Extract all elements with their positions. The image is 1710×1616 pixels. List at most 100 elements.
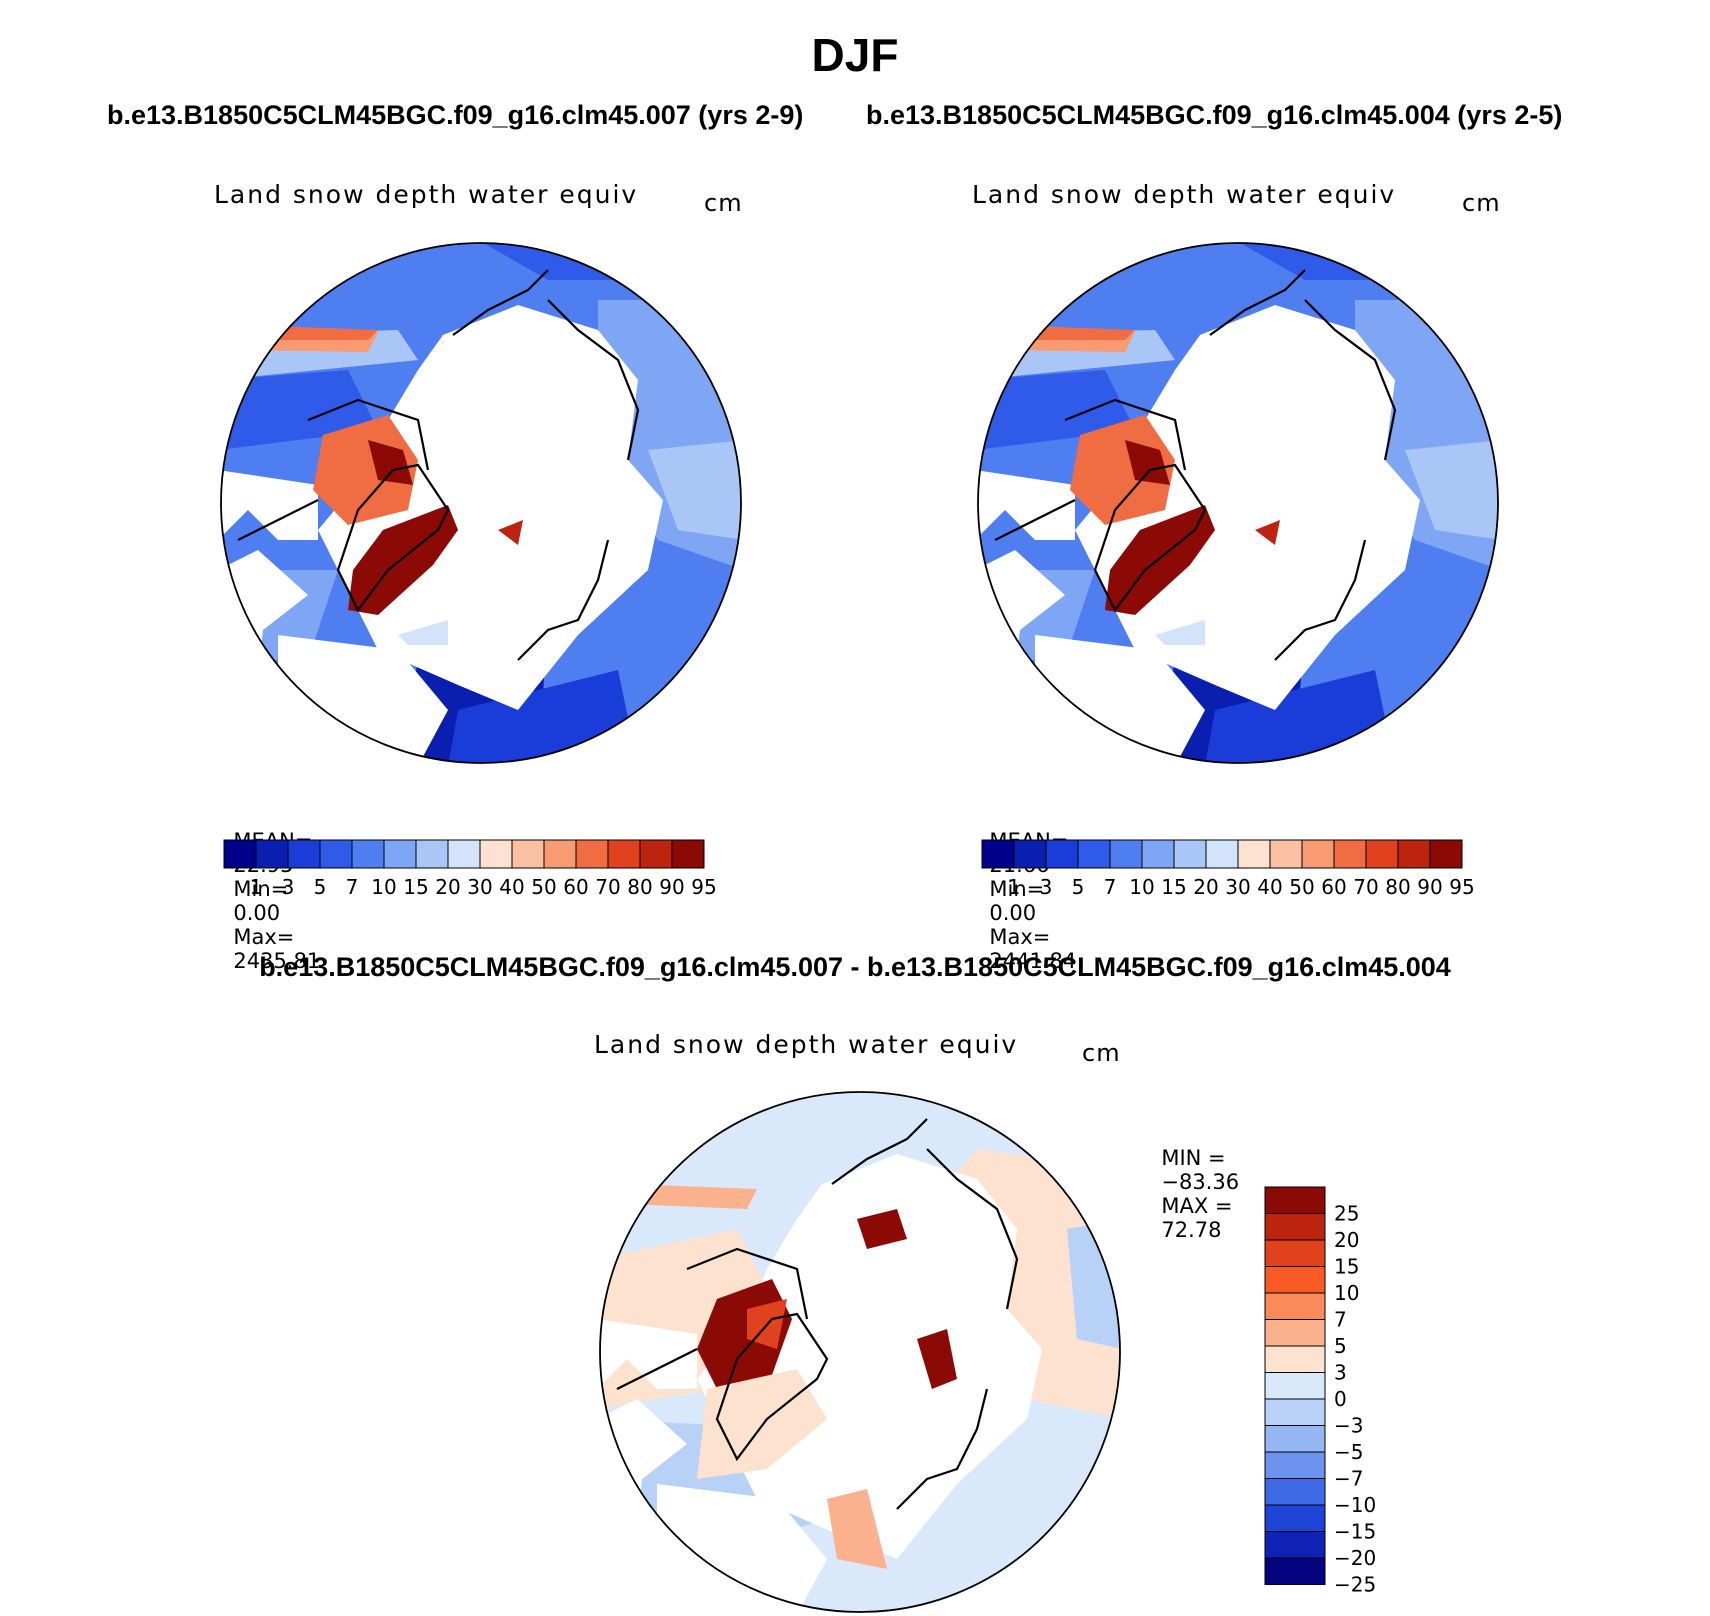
map1-coastline: [307, 398, 430, 471]
panel1-colorbar-box: [319, 839, 353, 869]
panel2-colorbar-label: 5: [1072, 875, 1085, 899]
panel1-colorbar-box: [255, 839, 289, 869]
map2-coastline: [994, 499, 1076, 541]
map1-ocean: [318, 305, 663, 710]
panel3-stats: MIN = −83.36 MAX = 72.78: [1148, 1122, 1246, 1242]
panel2-max-value: 2441.84: [989, 949, 1077, 973]
panel3-colorbar-label: 0: [1334, 1387, 1347, 1411]
panel3-colorbar-box: [1264, 1425, 1326, 1453]
panel1-colorbar-box: [447, 839, 481, 869]
panel1-colorbar-label: 40: [499, 875, 524, 899]
map3-hotspot: [857, 1209, 907, 1249]
panel1-colorbar-label: 70: [595, 875, 620, 899]
panel3-min-label: MIN =: [1161, 1146, 1226, 1170]
panel1-colorbar-box: [383, 839, 417, 869]
panel2-colorbar-label: 60: [1321, 875, 1346, 899]
map2-hotspot: [1125, 440, 1170, 485]
panel3-colorbar-box: [1264, 1478, 1326, 1506]
panel1-polar-map: [220, 242, 742, 764]
panel1-units: cm: [704, 189, 743, 217]
map1-coastline: [237, 499, 319, 541]
panel2-colorbar-label: 90: [1417, 875, 1442, 899]
panel2-colorbar-box: [1237, 839, 1271, 869]
panel2-polar-map: [977, 242, 1499, 764]
left-run-title: b.e13.B1850C5CLM45BGC.f09_g16.clm45.007 …: [107, 100, 804, 130]
panel3-colorbar-box: [1264, 1345, 1326, 1373]
panel1-colorbar: 1 3 5 7 10 15 20 30 40 50 60 70 80 90 95: [223, 839, 717, 899]
panel2-max-label: Max=: [989, 925, 1051, 949]
panel1-colorbar-label: 80: [627, 875, 652, 899]
panel1-colorbar-label: 15: [403, 875, 428, 899]
panel1-colorbar-label: 7: [346, 875, 359, 899]
map2-svalbard: [1255, 520, 1280, 545]
panel3-colorbar-box: [1264, 1213, 1326, 1241]
panel2-colorbar-box: [1109, 839, 1143, 869]
panel2-colorbar-label: 10: [1129, 875, 1154, 899]
panel2-colorbar-label: 3: [1040, 875, 1053, 899]
panel1-colorbar-label: 95: [691, 875, 716, 899]
panel2-colorbar-box: [1173, 839, 1207, 869]
panel1-colorbar-label: 5: [314, 875, 327, 899]
map1-coastline: [517, 539, 610, 661]
panel1-max-label: Max=: [233, 925, 295, 949]
panel3-colorbar-box: [1264, 1504, 1326, 1532]
panel2-colorbar-label: 70: [1353, 875, 1378, 899]
panel2-units: cm: [1462, 189, 1501, 217]
panel2-min-label: Min=: [989, 877, 1045, 901]
map3-hotspot: [917, 1329, 957, 1389]
panel1-colorbar-box: [287, 839, 321, 869]
panel3-colorbar-label: 7: [1334, 1308, 1347, 1332]
panel1-colorbar-box: [575, 839, 609, 869]
panel3-colorbar-label: 3: [1334, 1361, 1347, 1385]
map1-svalbard: [498, 520, 523, 545]
map2-coastline: [1304, 299, 1397, 461]
map1-region: [221, 370, 378, 450]
panel1-colorbar-box: [639, 839, 673, 869]
map2-archipelago: [1070, 415, 1175, 525]
map2-region: [978, 370, 1135, 450]
panel2-colorbar-box: [1269, 839, 1303, 869]
map3-ocean: [697, 1154, 1042, 1559]
panel2-colorbar-box: [1365, 839, 1399, 869]
panel3-units: cm: [1082, 1039, 1121, 1067]
map1-coastline: [547, 299, 640, 461]
panel3-colorbar-label: −25: [1334, 1573, 1376, 1597]
map3-ocean: [600, 1319, 697, 1389]
panel1-max-value: 2435.81: [233, 949, 321, 973]
map2-coastline: [1274, 539, 1367, 661]
difference-title: b.e13.B1850C5CLM45BGC.f09_g16.clm45.007 …: [259, 952, 1451, 982]
panel3-colorbar-box: [1264, 1266, 1326, 1294]
panel3-colorbar-label: 10: [1334, 1281, 1359, 1305]
panel1-colorbar-box: [671, 839, 705, 869]
panel3-colorbar-box: [1264, 1292, 1326, 1320]
panel2-colorbar-box: [1013, 839, 1047, 869]
panel2-colorbar-box: [981, 839, 1015, 869]
panel2-colorbar-label: 95: [1449, 875, 1474, 899]
map2-iceland: [1155, 620, 1205, 645]
panel2-colorbar-label: 30: [1225, 875, 1250, 899]
panel2-colorbar-label: 1: [1008, 875, 1021, 899]
panel3-colorbar-label: 5: [1334, 1334, 1347, 1358]
panel3-colorbar-label: 15: [1334, 1255, 1359, 1279]
map3-coastline: [715, 1312, 829, 1462]
map3-coastline: [686, 1247, 809, 1320]
panel3-colorbar-label: −15: [1334, 1520, 1376, 1544]
panel1-colorbar-label: 60: [563, 875, 588, 899]
panel1-colorbar-box: [223, 839, 257, 869]
panel2-colorbar-box: [1205, 839, 1239, 869]
panel3-colorbar-label: −7: [1334, 1467, 1363, 1491]
map3-region: [827, 1489, 887, 1569]
map1-coastline: [336, 463, 450, 613]
map2-coastline: [1093, 463, 1207, 613]
map2-coastline: [1209, 269, 1306, 336]
panel1-colorbar-label: 30: [467, 875, 492, 899]
map3-map-border: [599, 1091, 1121, 1613]
page-title: DJF: [811, 29, 899, 81]
map2-ocean: [1075, 305, 1420, 710]
map3-coastline: [896, 1388, 989, 1510]
panel3-colorbar-label: 20: [1334, 1228, 1359, 1252]
panel1-colorbar-label: 50: [531, 875, 556, 899]
panel2-colorbar-box: [1333, 839, 1367, 869]
map1-iceland: [398, 620, 448, 645]
